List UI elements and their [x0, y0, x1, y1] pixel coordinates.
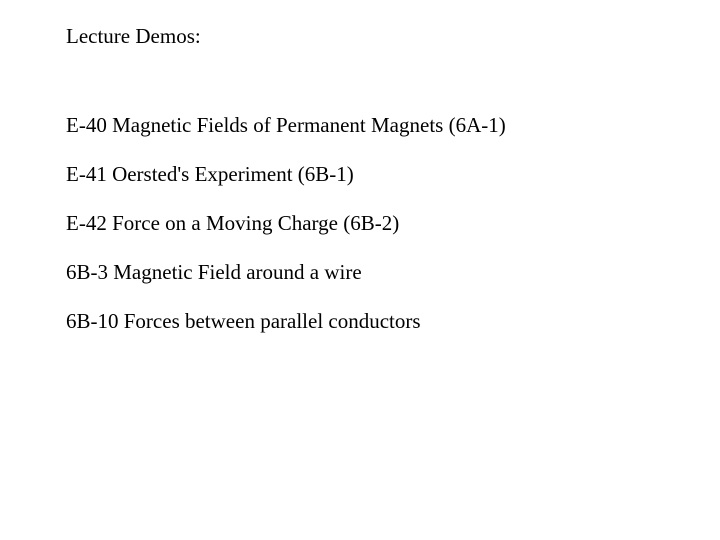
list-item: E-41 Oersted's Experiment (6B-1)	[66, 162, 720, 187]
page-heading: Lecture Demos:	[66, 24, 720, 49]
list-item: E-42 Force on a Moving Charge (6B-2)	[66, 211, 720, 236]
list-item: 6B-10 Forces between parallel conductors	[66, 309, 720, 334]
list-item: E-40 Magnetic Fields of Permanent Magnet…	[66, 113, 720, 138]
list-item: 6B-3 Magnetic Field around a wire	[66, 260, 720, 285]
